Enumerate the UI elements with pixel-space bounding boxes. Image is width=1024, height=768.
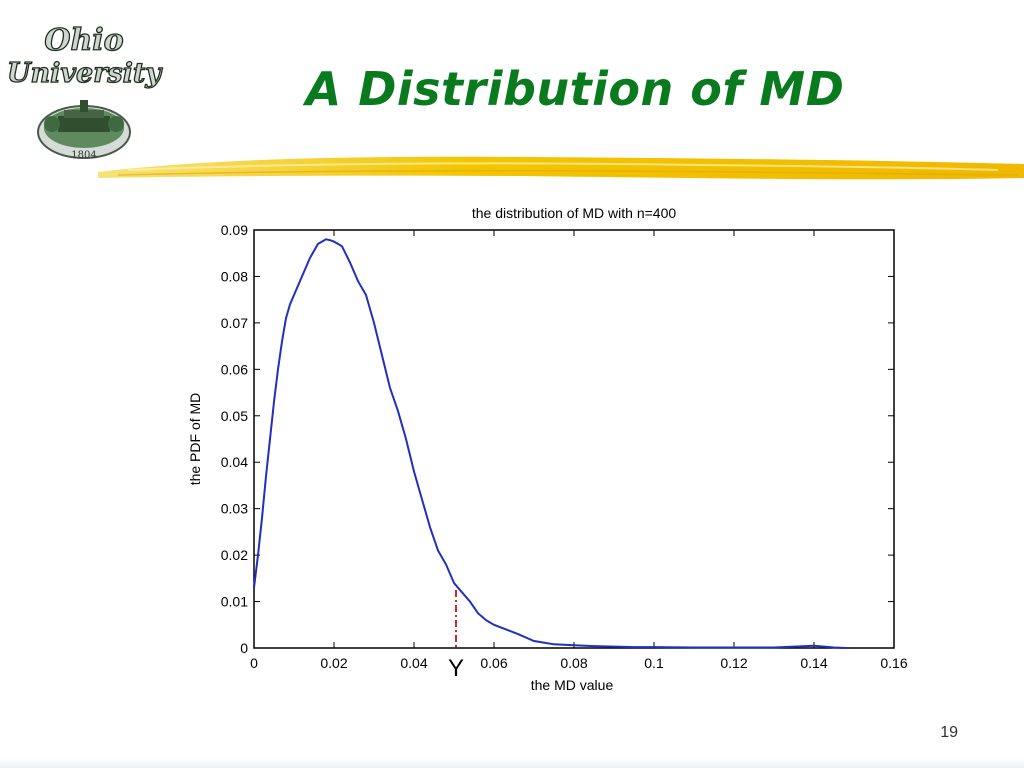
- x-tick-label: 0.14: [800, 655, 827, 671]
- y-tick-label: 0.05: [221, 408, 248, 424]
- logo-line2: University: [7, 58, 163, 89]
- title-underline-brushstroke: [98, 156, 1024, 180]
- logo-line1: Ohio: [44, 23, 123, 58]
- x-tick-label: 0.02: [320, 655, 347, 671]
- x-tick-label: 0.06: [480, 655, 507, 671]
- x-tick-label: 0.12: [720, 655, 747, 671]
- x-axis-ticks: 0 0.02 0.04 0.06 0.08 0.1 0.12 0.14 0.16: [250, 230, 908, 671]
- y-tick-label: 0.02: [221, 547, 248, 563]
- x-tick-label: 0.08: [560, 655, 587, 671]
- observed-md-marker-label: Y: [448, 655, 464, 682]
- university-seal-icon: [37, 100, 131, 159]
- slide-title: A Distribution of MD: [305, 62, 845, 116]
- y-tick-label: 0.06: [221, 361, 248, 377]
- x-tick-label: 0: [250, 655, 258, 671]
- x-axis-label: the MD value: [531, 677, 614, 693]
- y-tick-label: 0.07: [221, 315, 248, 331]
- footer-band: [0, 758, 1024, 768]
- y-tick-label: 0.08: [221, 268, 248, 284]
- md-distribution-chart: the distribution of MD with n=400 0 0.02 0…: [187, 205, 908, 693]
- y-axis-ticks: 0 0.01 0.02 0.03 0.04 0.05 0.06 0.07 0.08 0.09: [221, 222, 894, 656]
- y-tick-label: 0.01: [221, 594, 248, 610]
- y-tick-label: 0.03: [221, 501, 248, 517]
- x-tick-label: 0.04: [400, 655, 427, 671]
- plot-area: [253, 229, 895, 649]
- pdf-curve: [253, 238, 847, 649]
- slide-number: 19: [940, 724, 958, 741]
- chart-title: the distribution of MD with n=400: [472, 205, 676, 221]
- marker-label-background: [442, 650, 470, 680]
- y-tick-label: 0: [240, 640, 248, 656]
- x-tick-label: 0.16: [880, 655, 907, 671]
- y-axis-label: the PDF of MD: [187, 393, 203, 486]
- x-tick-label: 0.1: [644, 655, 664, 671]
- ohio-university-logo: Ohio University 1804: [6, 22, 164, 160]
- y-tick-label: 0.04: [221, 454, 248, 470]
- logo-year: 1804: [71, 150, 96, 160]
- y-tick-label: 0.09: [221, 222, 248, 238]
